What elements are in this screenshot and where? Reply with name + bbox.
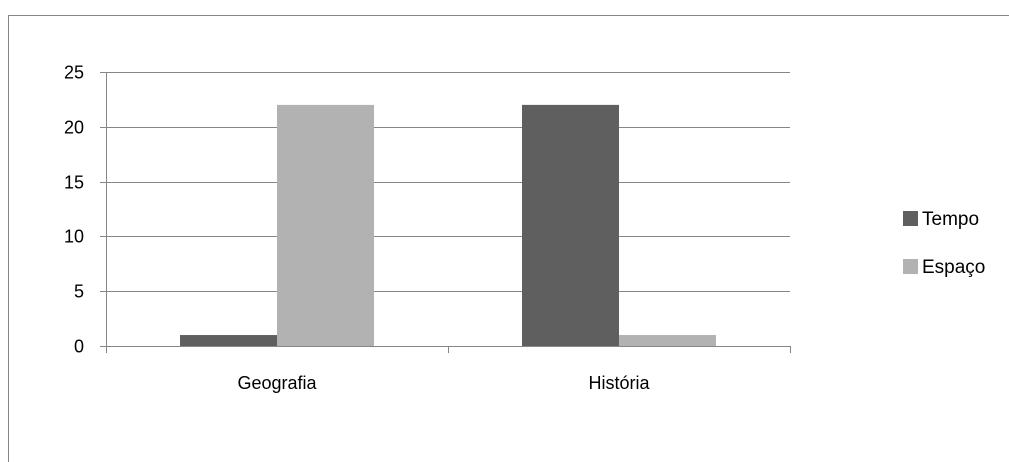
y-tick-label: 0	[74, 337, 84, 357]
legend-swatch	[903, 211, 918, 226]
bar-espaco-historia	[619, 335, 716, 346]
y-tick-label: 5	[74, 282, 84, 302]
bar-tempo-historia	[522, 104, 619, 346]
bar-tempo-geografia	[180, 335, 277, 346]
y-tick-label: 25	[64, 63, 84, 83]
chart-frame-border	[8, 15, 1009, 462]
axes	[100, 72, 791, 353]
x-tick-label: Geografia	[237, 373, 317, 393]
x-tick-label: História	[588, 373, 650, 393]
bars	[180, 104, 716, 346]
bar-espaco-geografia	[277, 104, 374, 346]
x-tick-labels: Geografia História	[237, 373, 650, 393]
legend-label: Espaço	[922, 257, 985, 278]
y-tick-label: 10	[64, 227, 84, 247]
legend-swatch	[903, 259, 918, 274]
legend: Tempo Espaço	[903, 209, 985, 278]
y-tick-label: 20	[64, 118, 84, 138]
gridlines	[106, 72, 790, 292]
y-tick-labels: 0 5 10 15 20 25	[64, 63, 84, 357]
legend-label: Tempo	[922, 209, 979, 230]
y-tick-label: 15	[64, 173, 84, 193]
